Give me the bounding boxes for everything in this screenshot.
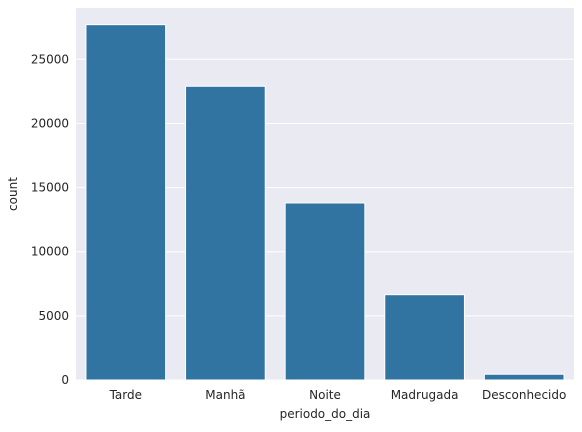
x-tick-label: Desconhecido (482, 388, 566, 402)
y-tick-label: 20000 (31, 116, 69, 130)
bar-tarde (85, 24, 167, 381)
y-tick-label: 25000 (31, 52, 69, 66)
bar-desconhecido (483, 373, 565, 381)
bar-manha (185, 85, 266, 381)
y-tick-label: 0 (61, 373, 69, 387)
x-tick-label: Tarde (109, 388, 142, 402)
y-tick-label: 10000 (31, 245, 69, 259)
y-tick-label: 15000 (31, 181, 69, 195)
y-tick-label: 5000 (38, 309, 69, 323)
y-axis-label: count (6, 177, 20, 211)
x-tick-label: Noite (309, 388, 341, 402)
x-tick-label: Madrugada (391, 388, 459, 402)
x-axis-ticks: Tarde Manhã Noite Madrugada Desconhecido (109, 388, 567, 402)
x-tick-label: Manhã (205, 388, 245, 402)
bar-noite (284, 202, 366, 381)
bar-madrugada (384, 294, 465, 381)
bars (85, 24, 565, 381)
x-axis-label: periodo_do_dia (280, 407, 371, 421)
y-axis-ticks: 0 5000 10000 15000 20000 25000 (31, 52, 69, 387)
